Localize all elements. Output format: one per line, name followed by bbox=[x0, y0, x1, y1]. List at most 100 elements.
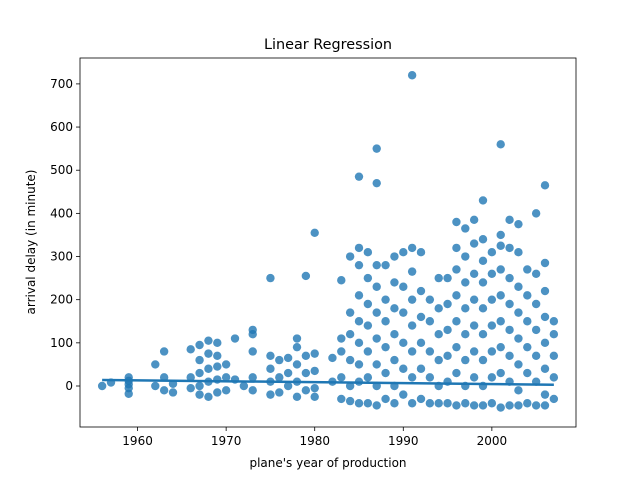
data-point bbox=[505, 401, 514, 410]
data-point bbox=[407, 347, 417, 356]
data-point bbox=[275, 388, 284, 397]
data-point bbox=[505, 215, 514, 225]
data-point bbox=[523, 342, 532, 352]
x-tick-label: 1960 bbox=[122, 434, 153, 448]
data-point bbox=[549, 394, 559, 404]
y-tick-label: 700 bbox=[50, 77, 73, 91]
data-point bbox=[337, 276, 346, 285]
data-point bbox=[354, 291, 364, 300]
data-point bbox=[523, 291, 532, 300]
regression-line bbox=[102, 378, 554, 386]
data-point bbox=[540, 181, 550, 190]
data-point bbox=[443, 325, 452, 335]
data-point bbox=[345, 308, 355, 317]
data-point bbox=[461, 278, 470, 287]
data-point bbox=[372, 144, 381, 153]
data-point bbox=[540, 401, 550, 410]
data-point bbox=[407, 267, 417, 276]
data-point bbox=[425, 347, 435, 356]
data-point bbox=[372, 401, 381, 410]
data-point bbox=[354, 243, 364, 253]
data-point bbox=[301, 271, 311, 281]
data-point bbox=[514, 401, 523, 410]
x-tick-label: 1970 bbox=[211, 434, 242, 448]
data-point bbox=[523, 265, 532, 274]
data-point bbox=[416, 286, 426, 296]
data-point bbox=[354, 360, 364, 369]
data-point bbox=[195, 368, 204, 378]
data-point bbox=[487, 399, 497, 408]
data-point bbox=[531, 401, 541, 410]
y-tick-label: 500 bbox=[50, 163, 73, 177]
data-point bbox=[434, 330, 443, 339]
data-point bbox=[452, 243, 461, 253]
data-point bbox=[478, 304, 488, 313]
data-point bbox=[159, 386, 169, 395]
data-point bbox=[452, 342, 461, 352]
data-point bbox=[399, 248, 408, 257]
data-point bbox=[531, 209, 541, 218]
data-point bbox=[221, 386, 231, 395]
data-point bbox=[97, 381, 107, 391]
data-point bbox=[283, 353, 293, 363]
data-point bbox=[487, 347, 497, 356]
data-point bbox=[531, 299, 541, 309]
data-point bbox=[452, 401, 461, 410]
data-point bbox=[186, 373, 195, 382]
data-point bbox=[461, 224, 470, 233]
data-point bbox=[399, 364, 408, 373]
data-point bbox=[354, 172, 364, 181]
data-point bbox=[266, 351, 275, 360]
data-point bbox=[549, 351, 559, 360]
data-point bbox=[301, 386, 311, 395]
data-point bbox=[372, 178, 381, 188]
data-point bbox=[328, 353, 337, 363]
data-point bbox=[354, 317, 364, 326]
data-point bbox=[407, 321, 417, 330]
data-point bbox=[469, 215, 479, 225]
data-point bbox=[531, 269, 541, 278]
data-point bbox=[434, 304, 443, 313]
data-point bbox=[540, 312, 550, 322]
data-point bbox=[461, 252, 470, 261]
data-point bbox=[496, 403, 505, 412]
data-point bbox=[275, 373, 284, 382]
data-point bbox=[505, 273, 514, 283]
data-point bbox=[496, 368, 505, 378]
data-point bbox=[345, 381, 355, 391]
data-point bbox=[266, 273, 275, 283]
data-point bbox=[230, 334, 240, 343]
data-point bbox=[292, 342, 302, 352]
data-point bbox=[452, 368, 461, 378]
data-point bbox=[416, 394, 426, 404]
data-point bbox=[399, 390, 408, 399]
data-point bbox=[514, 308, 523, 317]
data-point bbox=[399, 338, 408, 348]
data-point bbox=[195, 340, 204, 350]
data-point bbox=[381, 394, 390, 404]
data-point bbox=[363, 321, 373, 330]
data-point bbox=[461, 355, 470, 365]
data-point bbox=[416, 338, 426, 348]
data-point bbox=[301, 351, 311, 360]
data-point bbox=[540, 338, 550, 348]
data-point bbox=[478, 355, 488, 365]
data-point bbox=[390, 278, 399, 287]
data-point bbox=[151, 360, 160, 369]
data-point bbox=[337, 373, 346, 382]
data-point bbox=[292, 360, 302, 369]
data-point bbox=[354, 399, 364, 408]
data-point bbox=[372, 282, 381, 291]
data-point bbox=[523, 399, 532, 408]
data-point bbox=[549, 330, 559, 339]
data-point bbox=[310, 383, 319, 393]
chart-title: Linear Regression bbox=[264, 37, 392, 53]
data-point bbox=[478, 330, 488, 339]
data-point bbox=[195, 381, 204, 391]
data-point bbox=[434, 399, 443, 408]
data-point bbox=[195, 390, 204, 399]
data-point bbox=[523, 368, 532, 378]
data-point bbox=[345, 355, 355, 365]
data-point bbox=[283, 381, 293, 391]
